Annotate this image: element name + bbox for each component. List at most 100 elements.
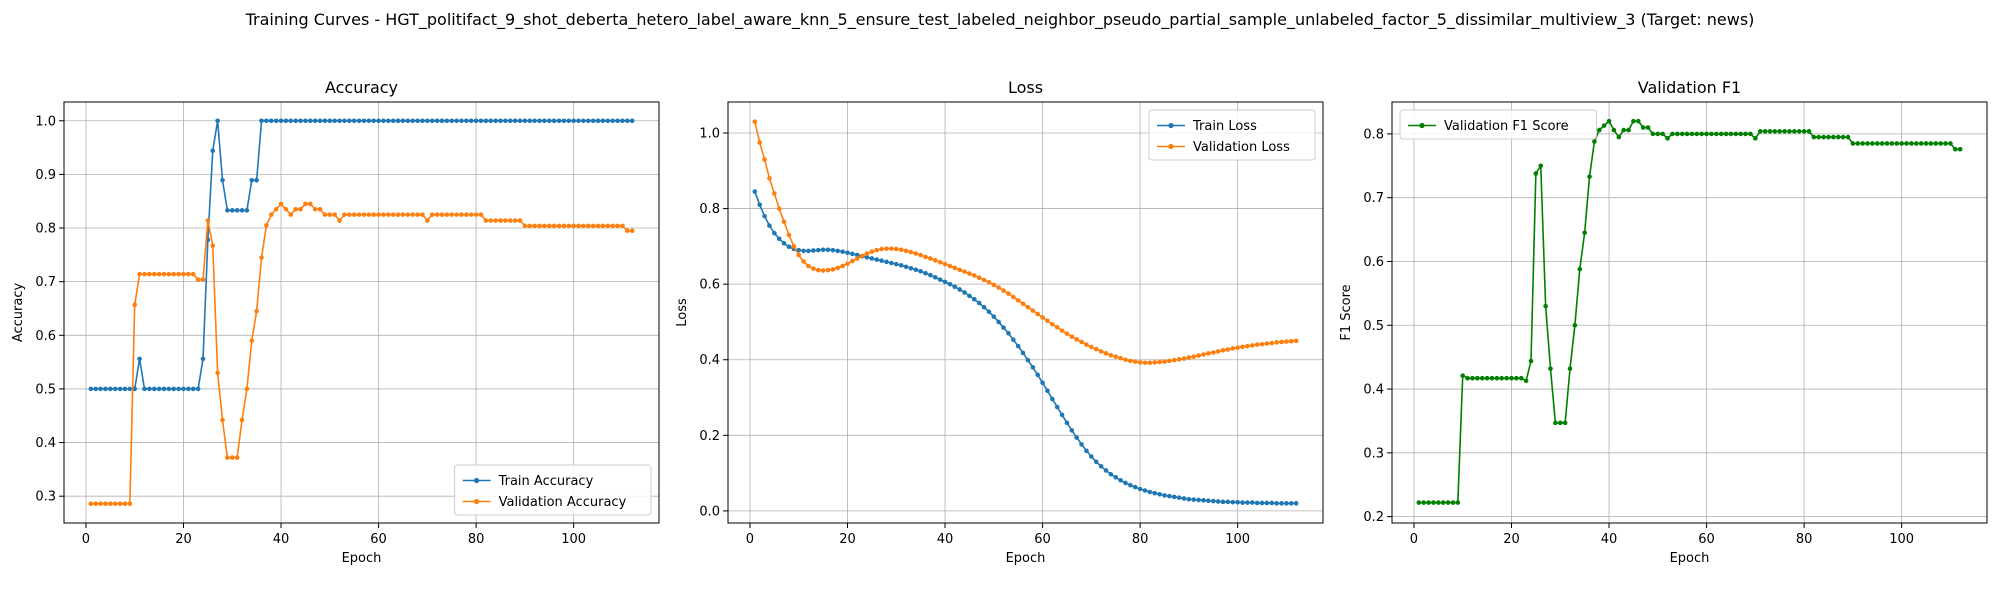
data-point	[1533, 171, 1539, 176]
data-point	[361, 118, 367, 124]
data-point	[806, 263, 811, 269]
data-point	[1069, 428, 1075, 433]
data-point	[1191, 497, 1197, 502]
data-point	[1084, 342, 1089, 347]
x-tick-label: 100	[561, 532, 586, 547]
data-point	[1123, 357, 1128, 363]
data-point	[1079, 339, 1084, 345]
data-point	[1562, 420, 1568, 426]
data-point	[103, 386, 108, 392]
data-point	[1279, 339, 1284, 345]
data-point	[854, 256, 860, 261]
data-point	[1059, 412, 1065, 418]
data-point	[517, 118, 523, 124]
data-point	[507, 218, 513, 223]
data-point	[483, 218, 489, 223]
data-point	[581, 223, 586, 229]
data-point	[337, 118, 342, 124]
data-point	[1269, 340, 1275, 346]
data-point	[869, 249, 875, 254]
data-point	[537, 118, 542, 124]
data-point	[171, 271, 177, 277]
data-point	[932, 258, 938, 263]
data-point	[1176, 357, 1182, 362]
data-point	[605, 118, 611, 124]
data-point	[1054, 324, 1060, 330]
data-point	[464, 212, 469, 217]
data-point	[845, 261, 850, 267]
chart-title: Loss	[1008, 78, 1043, 97]
data-point	[468, 118, 474, 124]
series-line-1	[1418, 120, 1961, 504]
data-point	[347, 118, 352, 124]
data-point	[1015, 298, 1021, 303]
data-point	[181, 386, 186, 392]
data-point	[420, 212, 425, 217]
data-point	[551, 223, 557, 229]
data-point	[1811, 134, 1817, 140]
data-point	[1514, 375, 1519, 381]
data-point	[1650, 131, 1656, 137]
data-point	[278, 201, 284, 207]
data-point	[615, 118, 620, 124]
data-point	[1933, 141, 1939, 146]
data-point	[576, 223, 581, 229]
data-point	[566, 223, 572, 229]
data-point	[1699, 131, 1704, 137]
data-point	[889, 260, 894, 266]
data-point	[986, 279, 992, 285]
data-point	[786, 232, 792, 238]
data-point	[1626, 127, 1631, 133]
data-point	[1162, 359, 1167, 364]
data-point	[542, 118, 547, 124]
data-point	[1264, 341, 1270, 346]
data-point	[1001, 325, 1006, 330]
data-point	[1064, 420, 1070, 426]
data-point	[1045, 388, 1050, 394]
data-point	[835, 265, 841, 271]
data-point	[137, 271, 142, 277]
data-point	[103, 501, 108, 506]
data-point	[1152, 360, 1158, 365]
data-point	[859, 253, 865, 259]
data-point	[439, 212, 445, 217]
data-point	[1035, 372, 1040, 378]
data-point	[571, 118, 576, 124]
data-point	[976, 300, 982, 306]
data-point	[1289, 501, 1294, 506]
data-point	[1015, 343, 1021, 349]
data-point	[1259, 500, 1265, 506]
data-point	[1206, 351, 1211, 356]
data-point	[225, 208, 230, 213]
data-point	[503, 118, 508, 124]
data-point	[229, 208, 235, 213]
data-point	[1210, 350, 1216, 355]
data-point	[400, 118, 406, 124]
data-point	[88, 386, 94, 392]
data-point	[898, 247, 904, 253]
data-point	[542, 223, 547, 229]
data-point	[1235, 499, 1240, 505]
data-point	[420, 118, 425, 124]
data-point	[410, 118, 416, 124]
data-point	[195, 386, 201, 392]
data-point	[874, 257, 880, 262]
data-point	[122, 501, 128, 506]
data-point	[605, 223, 611, 229]
legend-box	[454, 464, 652, 516]
data-point	[303, 118, 308, 124]
data-point	[1284, 339, 1289, 344]
data-point	[488, 218, 494, 223]
data-point	[1757, 129, 1763, 134]
data-point	[507, 118, 513, 124]
data-point	[327, 212, 333, 217]
data-point	[590, 223, 596, 229]
data-point	[776, 206, 782, 211]
x-tick-label: 100	[1889, 532, 1914, 547]
data-point	[1093, 459, 1099, 465]
data-point	[1171, 494, 1177, 500]
data-point	[1748, 131, 1753, 137]
data-point	[556, 223, 562, 229]
data-point	[415, 212, 420, 217]
